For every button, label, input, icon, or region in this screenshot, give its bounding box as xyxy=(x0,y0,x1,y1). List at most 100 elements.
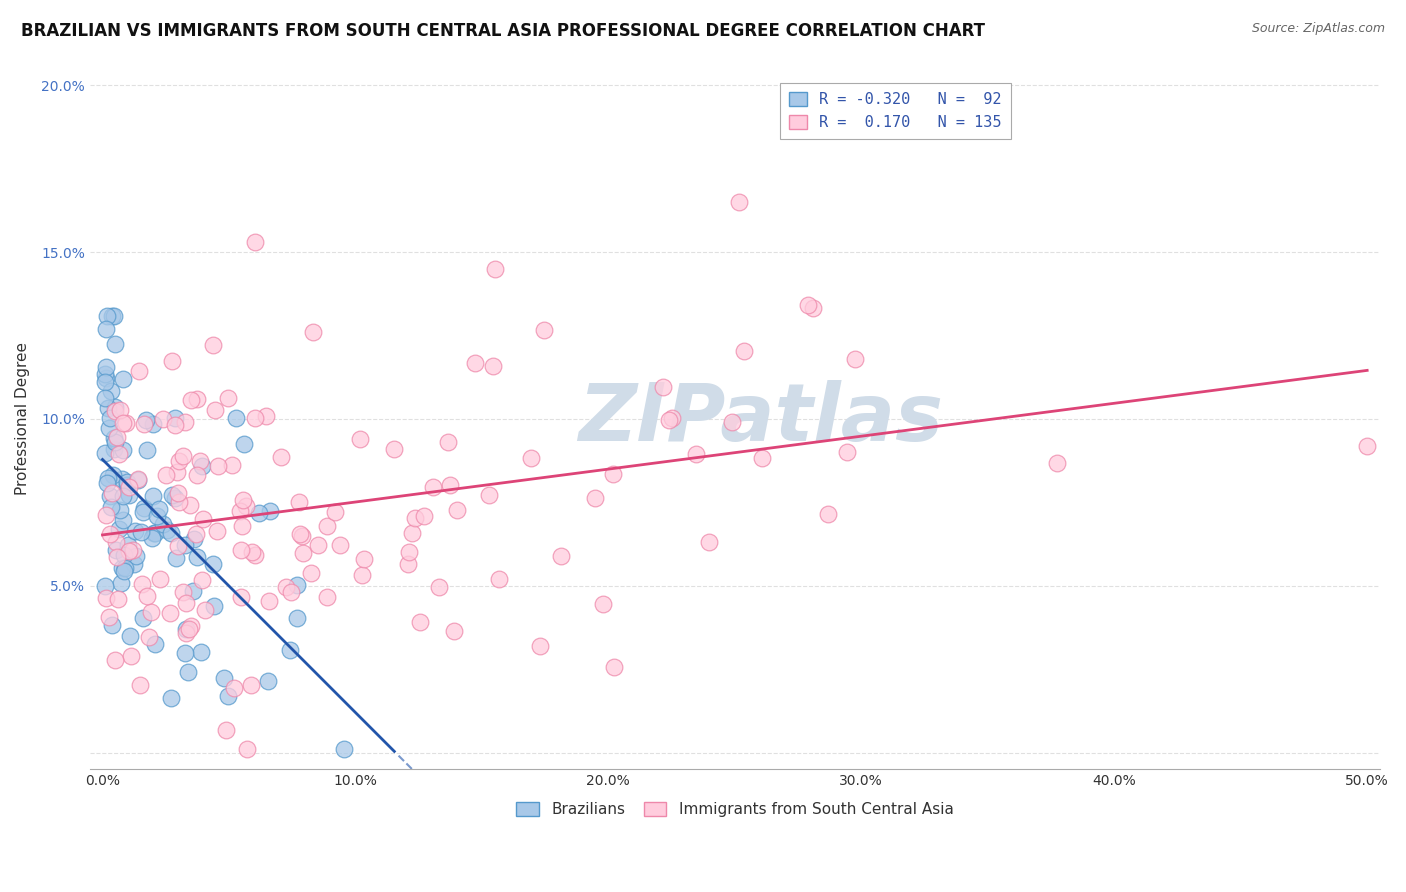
Point xyxy=(287,610,309,624)
Point xyxy=(247,506,270,520)
Point xyxy=(222,681,245,695)
Point xyxy=(257,594,280,608)
Point xyxy=(165,491,187,505)
Point xyxy=(661,411,683,425)
Point xyxy=(173,646,195,660)
Point xyxy=(583,491,606,505)
Point xyxy=(316,591,339,605)
Point xyxy=(844,352,866,367)
Point xyxy=(101,486,124,500)
Point xyxy=(143,526,166,541)
Point xyxy=(188,454,211,468)
Point xyxy=(94,375,117,389)
Point xyxy=(159,606,181,620)
Point xyxy=(108,447,131,461)
Point xyxy=(98,526,121,541)
Point xyxy=(142,525,165,540)
Point xyxy=(129,678,152,692)
Point xyxy=(229,503,252,517)
Point xyxy=(180,619,202,633)
Point xyxy=(115,478,138,492)
Point xyxy=(141,605,163,619)
Point xyxy=(103,309,125,323)
Point xyxy=(464,356,486,370)
Point xyxy=(152,411,174,425)
Point xyxy=(104,337,127,351)
Point xyxy=(96,508,118,523)
Point xyxy=(323,505,346,519)
Point xyxy=(118,544,141,558)
Point xyxy=(110,576,132,591)
Point xyxy=(257,674,280,689)
Point xyxy=(98,411,121,425)
Point xyxy=(111,371,134,385)
Text: BRAZILIAN VS IMMIGRANTS FROM SOUTH CENTRAL ASIA PROFESSIONAL DEGREE CORRELATION : BRAZILIAN VS IMMIGRANTS FROM SOUTH CENTR… xyxy=(21,22,986,40)
Point xyxy=(1355,439,1378,453)
Point xyxy=(699,535,721,549)
Point xyxy=(160,488,183,502)
Point xyxy=(245,235,267,250)
Point xyxy=(202,599,225,613)
Point xyxy=(302,325,325,339)
Legend: Brazilians, Immigrants from South Central Asia: Brazilians, Immigrants from South Centra… xyxy=(509,795,962,825)
Point xyxy=(132,501,155,516)
Point xyxy=(167,539,190,553)
Point xyxy=(94,371,117,385)
Point xyxy=(382,442,405,456)
Point xyxy=(94,322,117,336)
Point xyxy=(94,578,117,592)
Point xyxy=(104,404,127,418)
Point xyxy=(658,413,681,427)
Point xyxy=(114,416,136,430)
Point xyxy=(111,442,134,457)
Point xyxy=(96,475,118,490)
Point xyxy=(128,364,150,378)
Point xyxy=(160,690,183,705)
Point xyxy=(142,417,165,432)
Point xyxy=(520,450,543,465)
Point xyxy=(173,538,195,552)
Point xyxy=(94,591,117,605)
Point xyxy=(191,458,214,473)
Point xyxy=(274,580,297,594)
Point xyxy=(291,546,314,560)
Point xyxy=(115,475,138,489)
Point xyxy=(239,678,262,692)
Point xyxy=(94,391,117,405)
Point xyxy=(167,454,190,468)
Point xyxy=(118,480,141,494)
Point xyxy=(235,499,257,513)
Point xyxy=(173,415,195,429)
Point xyxy=(124,524,146,539)
Point xyxy=(186,467,208,482)
Point xyxy=(108,503,131,517)
Point xyxy=(835,444,858,458)
Point xyxy=(396,557,419,571)
Point xyxy=(98,610,121,624)
Point xyxy=(118,629,141,643)
Point xyxy=(138,630,160,644)
Point xyxy=(132,611,155,625)
Point xyxy=(201,337,224,351)
Point xyxy=(329,538,352,552)
Point xyxy=(177,665,200,679)
Point xyxy=(135,443,157,458)
Point xyxy=(602,467,624,481)
Point xyxy=(404,511,426,525)
Point xyxy=(163,417,186,432)
Point xyxy=(149,572,172,586)
Point xyxy=(280,585,302,599)
Point xyxy=(181,584,204,599)
Point xyxy=(114,561,136,575)
Point xyxy=(112,513,135,527)
Point xyxy=(186,392,208,406)
Point xyxy=(592,597,614,611)
Point xyxy=(101,309,124,323)
Point xyxy=(127,472,149,486)
Point xyxy=(221,458,243,472)
Point xyxy=(127,473,149,487)
Point xyxy=(101,617,124,632)
Point xyxy=(349,433,371,447)
Point xyxy=(191,574,214,588)
Point xyxy=(141,531,163,545)
